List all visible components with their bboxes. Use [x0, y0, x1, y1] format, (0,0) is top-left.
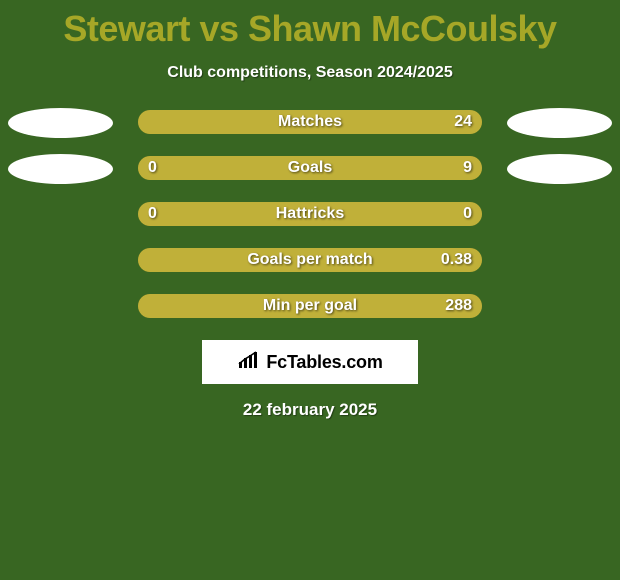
- stat-rows: Matches24Goals09Hattricks00Goals per mat…: [0, 110, 620, 318]
- stat-label: Hattricks: [138, 202, 482, 226]
- stat-value-left: 0: [148, 156, 157, 180]
- player-left-avatar: [8, 108, 113, 138]
- stat-label: Goals: [138, 156, 482, 180]
- stat-label: Min per goal: [138, 294, 482, 318]
- stat-value-right: 24: [454, 110, 472, 134]
- page-title: Stewart vs Shawn McCoulsky: [0, 0, 620, 50]
- brand-text: FcTables.com: [266, 352, 382, 373]
- stat-value-right: 9: [463, 156, 472, 180]
- stat-value-right: 288: [445, 294, 472, 318]
- player-right-avatar: [507, 108, 612, 138]
- date-text: 22 february 2025: [0, 400, 620, 420]
- stat-bar: Min per goal288: [138, 294, 482, 318]
- player-right-avatar: [507, 154, 612, 184]
- stat-value-right: 0: [463, 202, 472, 226]
- player-left-avatar: [8, 154, 113, 184]
- stat-row: Goals per match0.38: [0, 248, 620, 272]
- page-subtitle: Club competitions, Season 2024/2025: [0, 64, 620, 82]
- stat-bar: Matches24: [138, 110, 482, 134]
- stat-label: Matches: [138, 110, 482, 134]
- stat-bar: Hattricks0 0: [138, 202, 482, 226]
- chart-icon: [237, 350, 263, 375]
- stat-value-right: 0.38: [441, 248, 472, 272]
- stat-bar: Goals0 9: [138, 156, 482, 180]
- stat-bar: Goals per match0.38: [138, 248, 482, 272]
- stat-row: Goals0 9: [0, 156, 620, 180]
- stat-row: Matches24: [0, 110, 620, 134]
- comparison-infographic: Stewart vs Shawn McCoulsky Club competit…: [0, 0, 620, 580]
- stat-value-left: 0: [148, 202, 157, 226]
- stat-row: Min per goal288: [0, 294, 620, 318]
- brand-box: FcTables.com: [202, 340, 418, 384]
- stat-row: Hattricks0 0: [0, 202, 620, 226]
- stat-label: Goals per match: [138, 248, 482, 272]
